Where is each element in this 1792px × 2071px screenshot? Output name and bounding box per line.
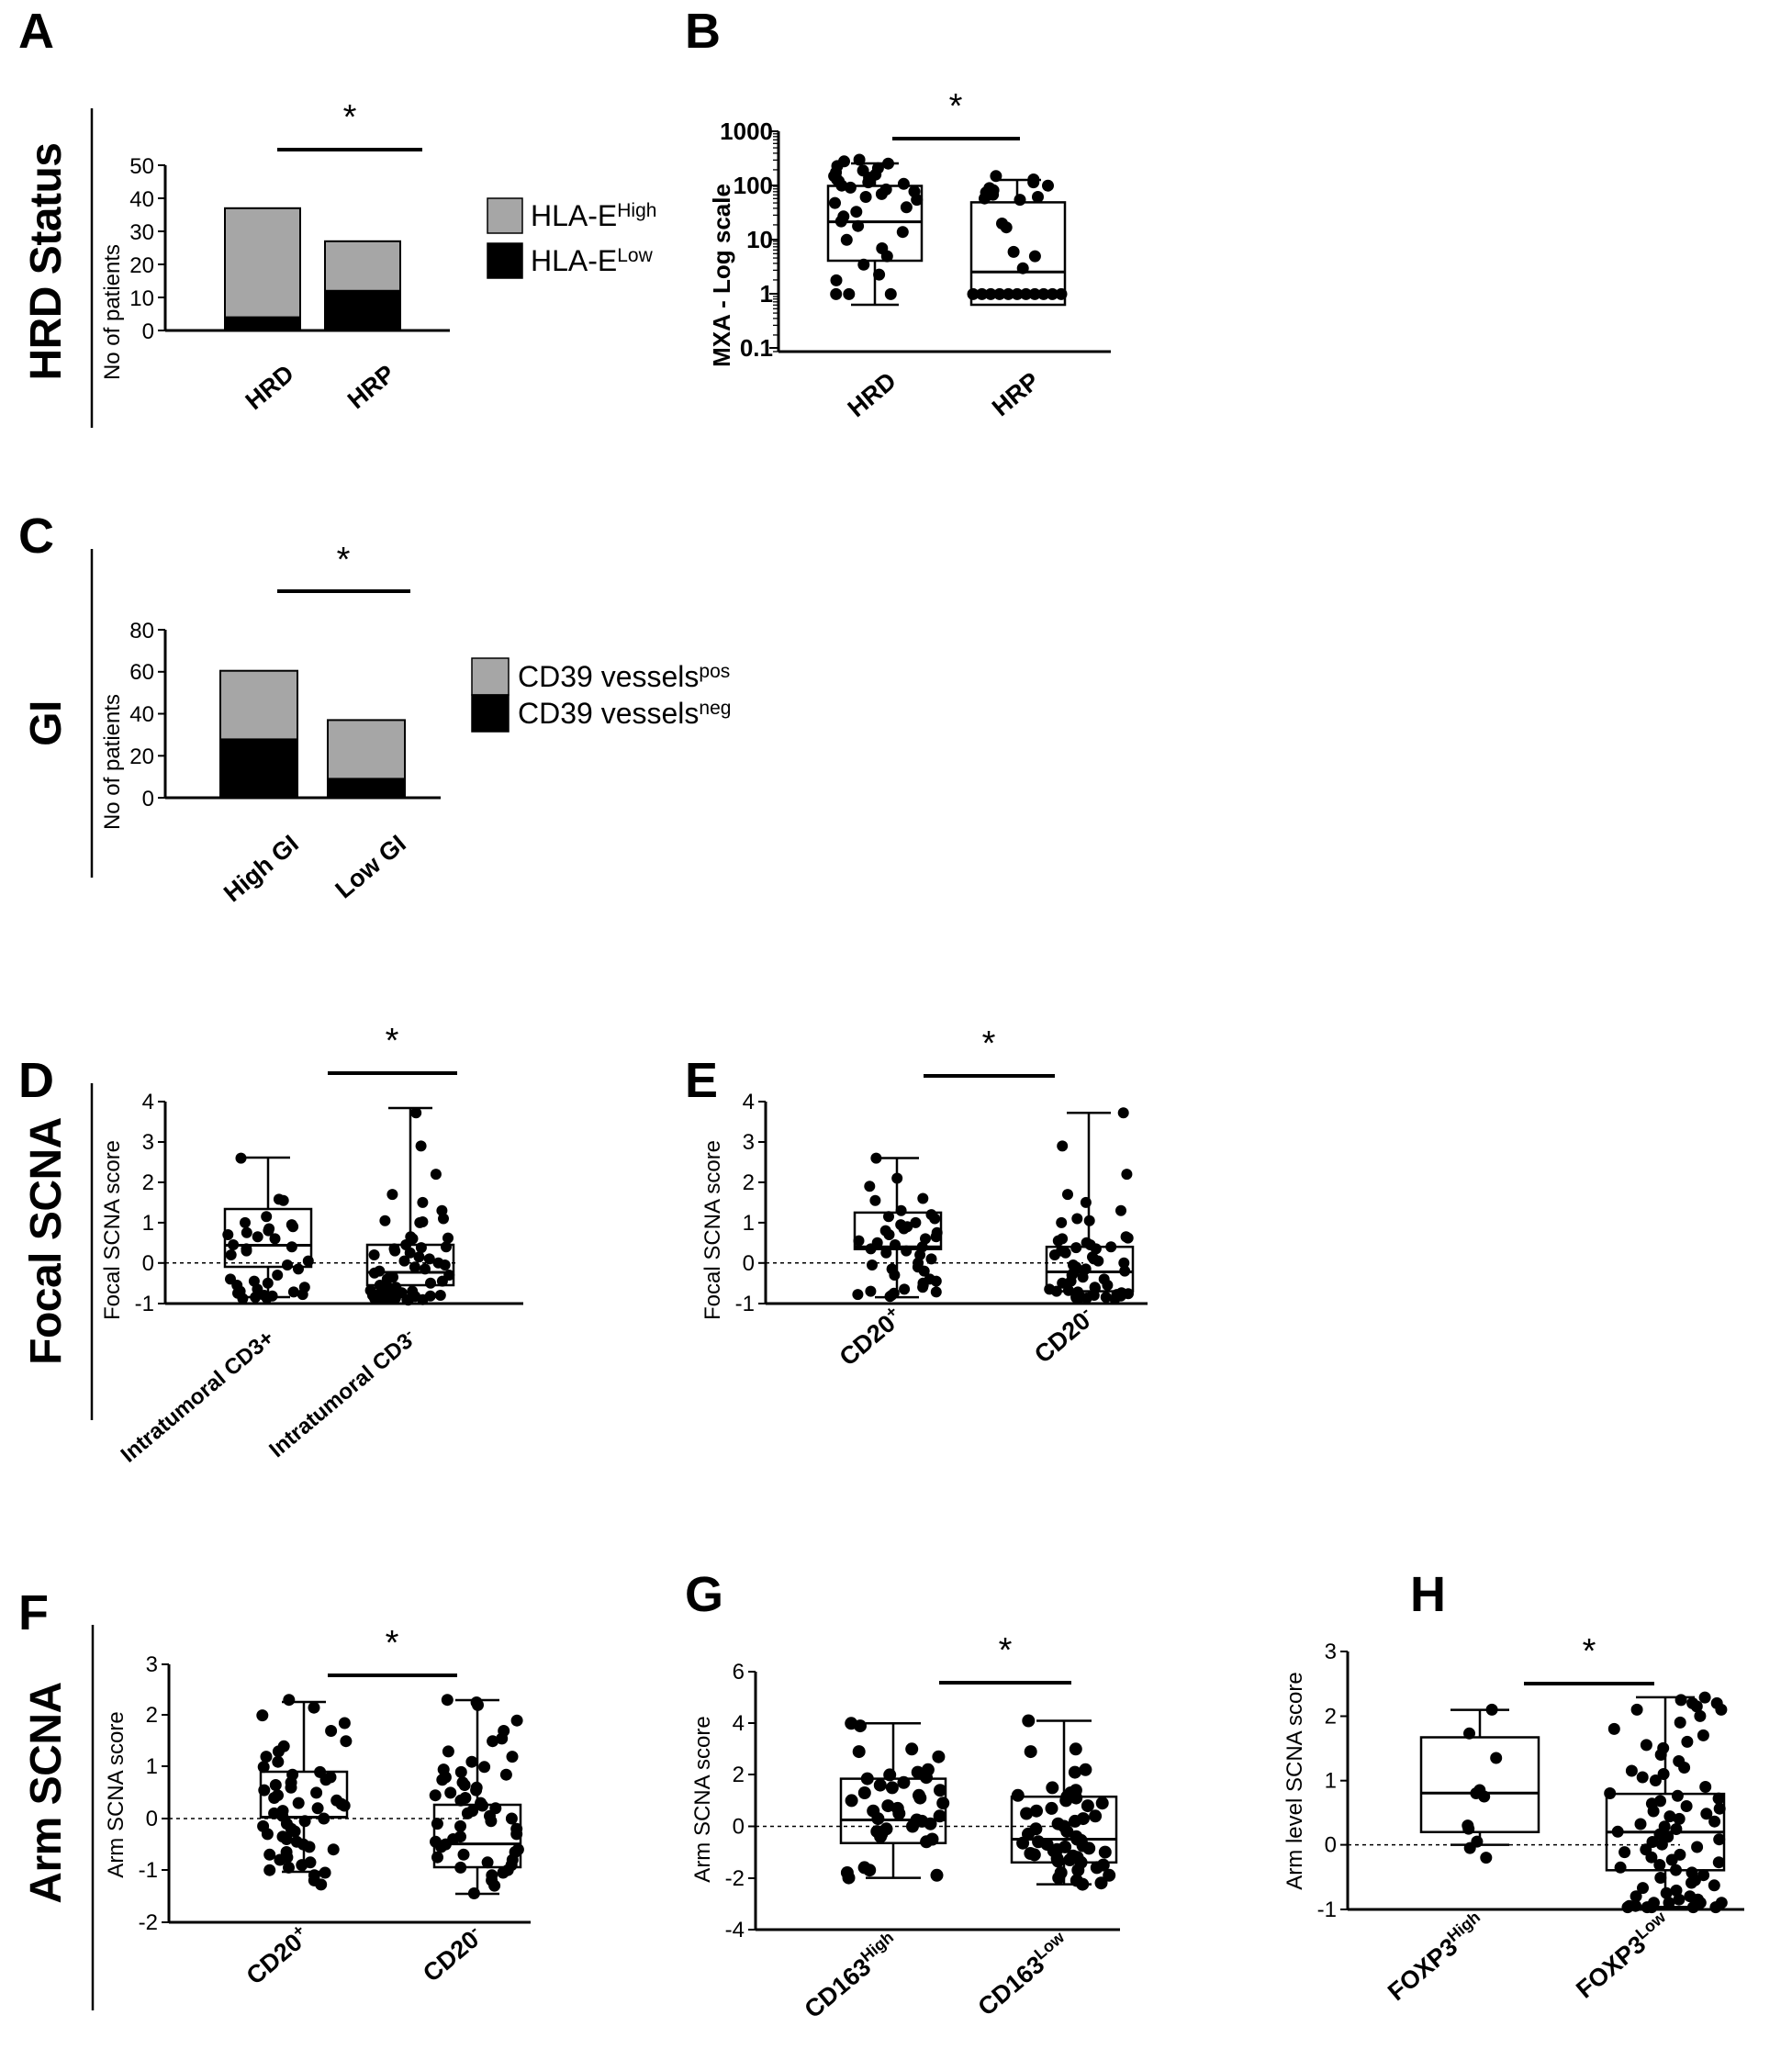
svg-text:1: 1 <box>142 1211 154 1236</box>
svg-text:Focal SCNA: Focal SCNA <box>22 1117 71 1365</box>
svg-text:10: 10 <box>746 226 773 253</box>
svg-text:4: 4 <box>142 1090 154 1114</box>
svg-text:*: * <box>1583 1632 1596 1671</box>
svg-text:2: 2 <box>743 1170 755 1195</box>
svg-text:2: 2 <box>142 1170 154 1195</box>
svg-text:3: 3 <box>142 1130 154 1155</box>
svg-text:B: B <box>685 4 721 59</box>
svg-text:Arm level SCNA score: Arm level SCNA score <box>1282 1672 1307 1889</box>
svg-text:C: C <box>18 509 54 564</box>
svg-text:-4: -4 <box>725 1918 745 1942</box>
svg-text:-1: -1 <box>735 1292 755 1316</box>
svg-text:-2: -2 <box>725 1866 745 1891</box>
svg-text:40: 40 <box>129 702 154 727</box>
svg-text:A: A <box>18 4 54 59</box>
svg-text:G: G <box>685 1567 723 1622</box>
svg-text:D: D <box>18 1053 54 1108</box>
svg-text:E: E <box>685 1053 718 1108</box>
svg-text:0.1: 0.1 <box>740 334 773 362</box>
svg-text:*: * <box>386 1022 399 1060</box>
svg-text:*: * <box>982 1024 996 1063</box>
svg-text:MXA - Log scale: MXA - Log scale <box>708 184 735 367</box>
svg-text:*: * <box>343 98 357 137</box>
svg-text:0: 0 <box>142 319 154 344</box>
svg-text:Focal SCNA score: Focal SCNA score <box>700 1140 725 1320</box>
svg-text:F: F <box>18 1585 49 1640</box>
svg-text:Arm SCNA score: Arm SCNA score <box>104 1711 129 1877</box>
svg-text:2: 2 <box>146 1703 158 1728</box>
svg-text:-1: -1 <box>135 1292 154 1316</box>
svg-text:0: 0 <box>146 1807 158 1831</box>
svg-text:H: H <box>1410 1567 1446 1622</box>
svg-text:*: * <box>386 1624 399 1662</box>
svg-text:80: 80 <box>129 619 154 644</box>
svg-text:Arm SCNA: Arm SCNA <box>22 1682 71 1903</box>
svg-text:2: 2 <box>733 1763 745 1787</box>
svg-text:40: 40 <box>129 187 154 212</box>
svg-text:100: 100 <box>734 172 773 199</box>
svg-text:-2: -2 <box>139 1910 158 1935</box>
svg-text:*: * <box>949 87 963 126</box>
svg-text:10: 10 <box>129 286 154 311</box>
svg-text:No of patients: No of patients <box>100 244 125 380</box>
svg-text:*: * <box>999 1631 1013 1670</box>
svg-text:GI: GI <box>22 700 71 746</box>
svg-text:30: 30 <box>129 220 154 245</box>
svg-text:60: 60 <box>129 660 154 685</box>
svg-text:3: 3 <box>146 1652 158 1677</box>
svg-text:20: 20 <box>129 744 154 769</box>
svg-text:0: 0 <box>743 1251 755 1276</box>
svg-text:0: 0 <box>733 1815 745 1840</box>
svg-text:4: 4 <box>733 1711 745 1736</box>
svg-text:50: 50 <box>129 154 154 179</box>
svg-text:Arm SCNA score: Arm SCNA score <box>690 1716 715 1882</box>
svg-text:CD39 vesselspos: CD39 vesselspos <box>518 660 730 693</box>
svg-text:3: 3 <box>743 1130 755 1155</box>
svg-text:*: * <box>337 541 351 579</box>
svg-text:-1: -1 <box>1317 1897 1337 1922</box>
svg-text:2: 2 <box>1325 1705 1337 1730</box>
svg-text:-1: -1 <box>139 1858 158 1883</box>
svg-text:No of patients: No of patients <box>100 694 125 830</box>
svg-text:0: 0 <box>142 1251 154 1276</box>
svg-text:1: 1 <box>1325 1769 1337 1794</box>
svg-text:6: 6 <box>733 1660 745 1685</box>
svg-text:20: 20 <box>129 253 154 278</box>
svg-text:HRD Status: HRD Status <box>22 142 71 380</box>
svg-text:3: 3 <box>1325 1640 1337 1664</box>
svg-text:0: 0 <box>1325 1833 1337 1858</box>
svg-text:1000: 1000 <box>720 118 773 145</box>
svg-text:1: 1 <box>743 1211 755 1236</box>
svg-text:0: 0 <box>142 787 154 812</box>
svg-text:1: 1 <box>146 1754 158 1779</box>
svg-text:4: 4 <box>743 1090 755 1114</box>
svg-text:Focal SCNA score: Focal SCNA score <box>100 1140 125 1320</box>
